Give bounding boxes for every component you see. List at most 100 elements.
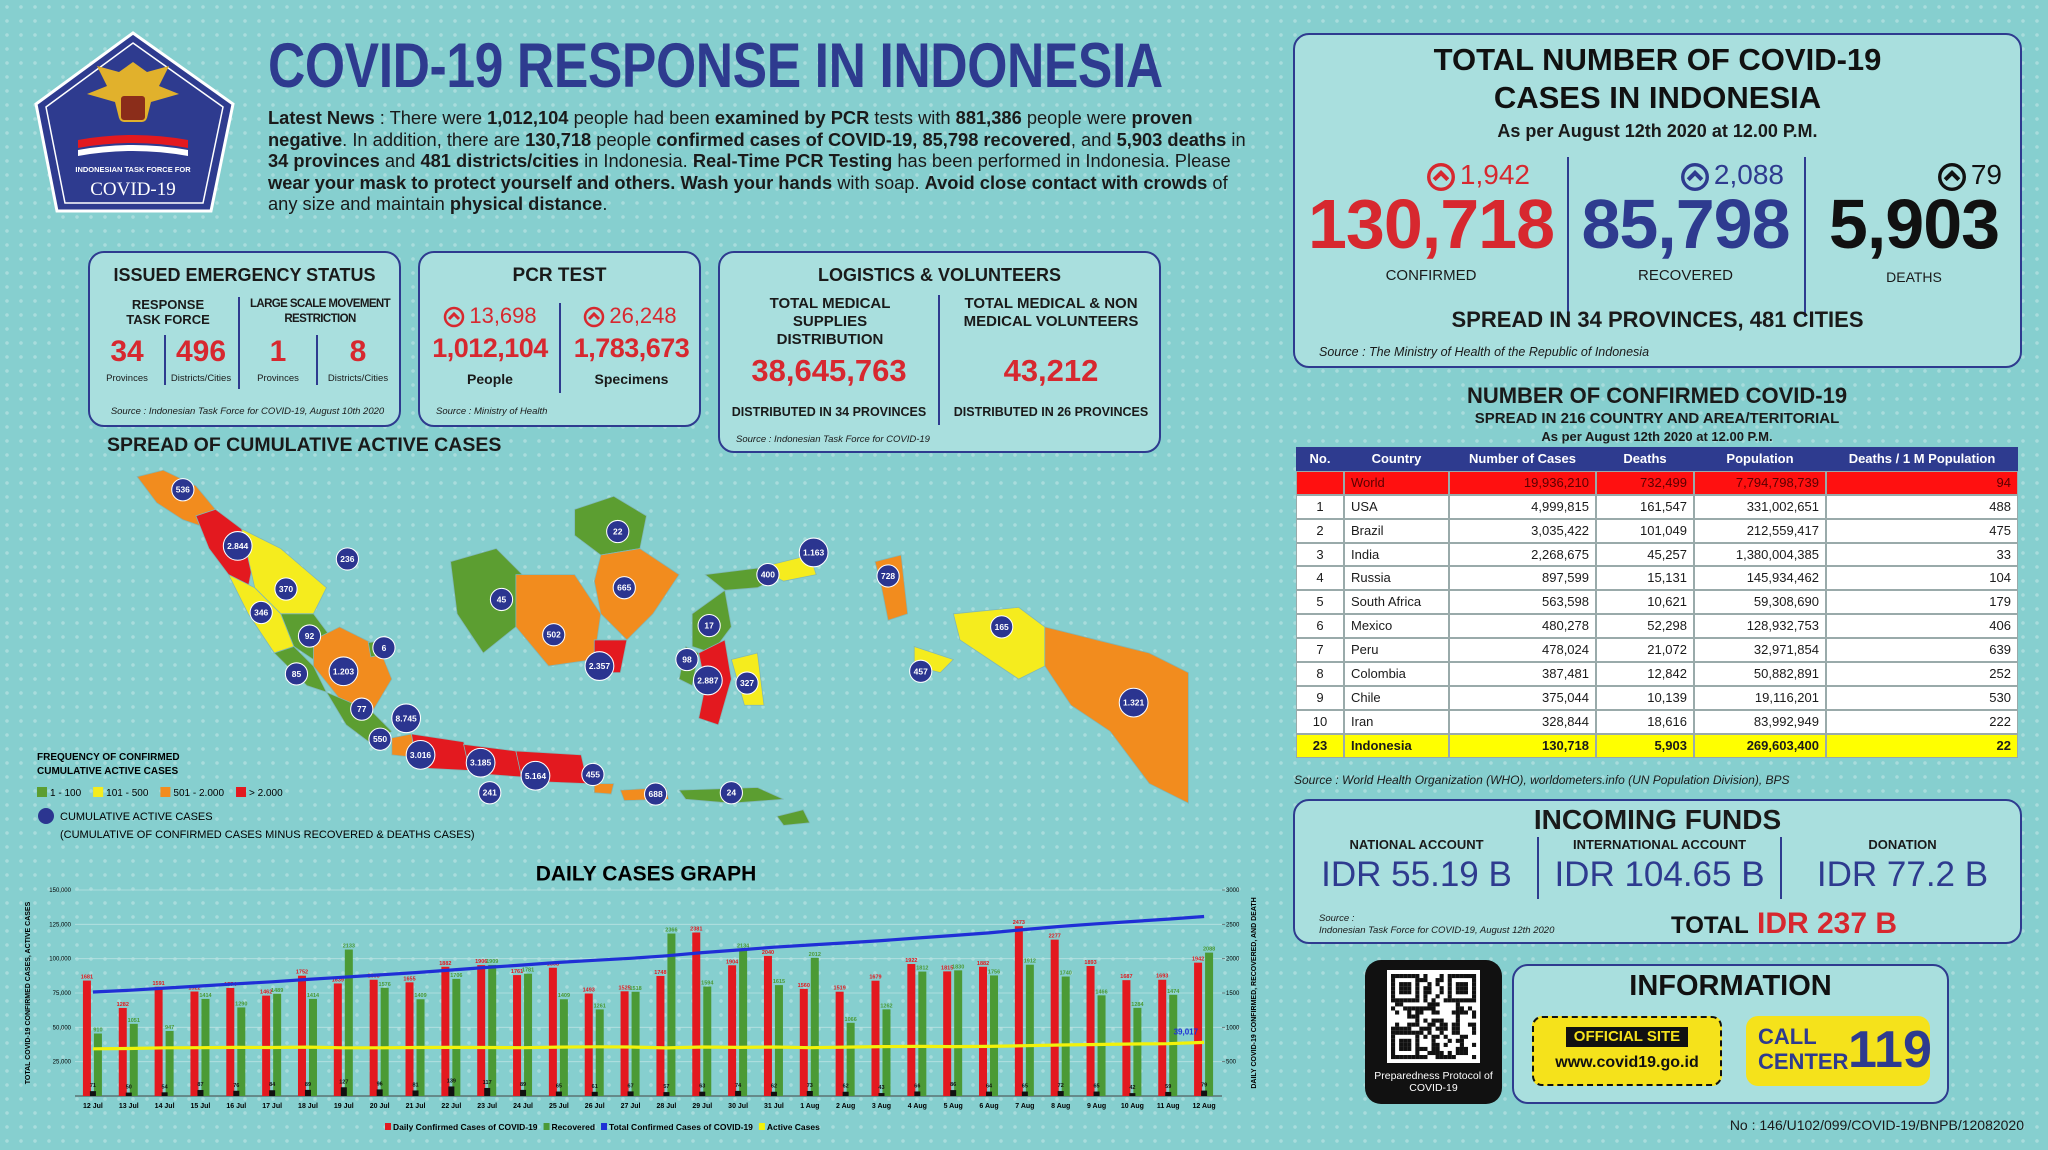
qr-module (1407, 1010, 1412, 1015)
header-cell: Country (1344, 447, 1449, 471)
news-text: Real-Time PCR Testing (692, 150, 893, 172)
qr-module (1435, 1050, 1440, 1056)
header-cell: Deaths (1596, 447, 1694, 471)
case-marker (1118, 687, 1149, 718)
call-center[interactable]: CALL CENTER 119 (1746, 1016, 1932, 1086)
qr-module (1431, 1042, 1436, 1047)
qr-module (1427, 982, 1432, 987)
bar (1205, 952, 1214, 1096)
case-marker-label: 2.844 (227, 541, 248, 551)
news-text: people had been (568, 107, 715, 128)
qr-module (1395, 974, 1400, 979)
total-value: IDR 237 B (1757, 907, 1898, 940)
bar-label: 2088 (1203, 947, 1215, 953)
qr-module (1459, 1010, 1464, 1015)
qr-module (1439, 1026, 1444, 1031)
y-tick-label: 25,000 (53, 1060, 72, 1066)
bar-label: 1740 (1060, 971, 1072, 977)
qr-module (1407, 1055, 1412, 1060)
x-tick-label: 19 Jul (334, 1103, 354, 1110)
table-cell: 375,044 (1449, 685, 1596, 710)
site-url[interactable]: www.covid19.go.id (1555, 1054, 1699, 1071)
bar (513, 975, 522, 1096)
table-cell: 530 (1826, 685, 2018, 710)
qr-module (1423, 1006, 1428, 1011)
qr-module (1472, 990, 1477, 995)
qr-module (1391, 1038, 1396, 1043)
bar-label: 63 (699, 1084, 705, 1090)
qr-module (1447, 994, 1452, 999)
table-cell: 4,999,815 (1449, 494, 1596, 519)
total-label: TOTAL (1671, 912, 1749, 939)
region (515, 574, 602, 667)
bar (262, 995, 271, 1096)
main-title: COVID-19 RESPONSE IN INDONESIA (268, 31, 1163, 101)
news-text: 1,012,104 (487, 107, 569, 128)
source: Source : Indonesian Task Force for COVID… (736, 434, 930, 445)
y2-tick-label: 2000 (1226, 957, 1240, 963)
qr-module (1467, 974, 1473, 979)
source: Indonesian Task Force for COVID-19, Augu… (1319, 925, 1555, 936)
logo-text: COVID-19 (90, 179, 176, 200)
x-tick-label: 12 Jul (83, 1103, 103, 1110)
bar (488, 964, 497, 1096)
official-site[interactable]: OFFICIAL SITE www.covid19.go.id (1532, 1016, 1722, 1086)
qr-module (1455, 1026, 1460, 1031)
bar-label: 65 (556, 1084, 562, 1090)
qr-module (1472, 1014, 1477, 1019)
qr-module (1443, 1026, 1448, 1031)
qr-module (1391, 982, 1396, 987)
bar-label: 1882 (977, 961, 989, 967)
case-marker (489, 587, 514, 612)
qr-module (1415, 1042, 1420, 1047)
bar (584, 993, 593, 1096)
qr-module (1431, 1018, 1436, 1023)
case-marker-label: 45 (497, 594, 507, 604)
case-marker-label: 92 (305, 631, 315, 641)
table-row: 3 India 2,268,675 45,257 1,380,004,385 33 (1296, 542, 2018, 567)
y2-axis-title: DAILY COVID-19 CONFIRMED, RECOVERED, AND… (1251, 897, 1258, 1088)
increase: 1,942 (1426, 159, 1530, 192)
bar (907, 964, 916, 1096)
bar (882, 1009, 891, 1096)
case-marker-label: 688 (649, 789, 663, 799)
news-text: wear your mask to protect yourself and o… (268, 171, 833, 193)
legend-label: Active Cases (767, 1122, 820, 1132)
bar (763, 955, 772, 1096)
qr-module (1423, 974, 1428, 979)
panel-title: ISSUED EMERGENCY STATUS (113, 265, 376, 285)
call-number[interactable]: 119 (1848, 1021, 1932, 1079)
qr-module (1419, 1055, 1424, 1060)
increase: 2,088 (1680, 159, 1784, 192)
qr-module (1419, 1006, 1424, 1011)
qr-module (1451, 974, 1456, 979)
total-label: DEATHS (1886, 269, 1942, 285)
bar (304, 1089, 311, 1096)
news-text: Latest News (268, 107, 375, 128)
qr-module (1427, 1022, 1432, 1027)
table-cell: 3,035,422 (1449, 518, 1596, 543)
qr-module (1407, 1006, 1412, 1011)
table-cell: South Africa (1344, 590, 1449, 615)
bar (376, 1089, 383, 1096)
legend-title: CUMULATIVE ACTIVE CASES (37, 766, 178, 777)
table-row: 1 USA 4,999,815 161,547 331,002,651 488 (1296, 494, 2018, 519)
x-tick-label: 9 Aug (1087, 1103, 1106, 1110)
qr-code[interactable] (1387, 970, 1480, 1063)
qr-module (1391, 978, 1396, 983)
table-row: 9 Chile 375,044 10,139 19,116,201 530 (1296, 685, 2018, 710)
qr-module (1423, 1055, 1428, 1060)
qr-module (1395, 998, 1400, 1003)
news-text: 130,718 (525, 128, 592, 150)
bar-label: 54 (162, 1084, 169, 1090)
panel-title: TOTAL NUMBER OF COVID-19 (1433, 42, 1882, 77)
table-cell: 18,616 (1596, 709, 1694, 734)
qr-module (1463, 1010, 1468, 1015)
table-cell: 161,547 (1596, 494, 1694, 519)
bar-label: 1687 (1120, 974, 1132, 980)
news-text: in (1226, 128, 1246, 150)
qr-module (1399, 1026, 1404, 1031)
qr-module (1407, 1014, 1412, 1019)
bar (620, 991, 629, 1096)
case-marker-label: 370 (279, 584, 293, 594)
